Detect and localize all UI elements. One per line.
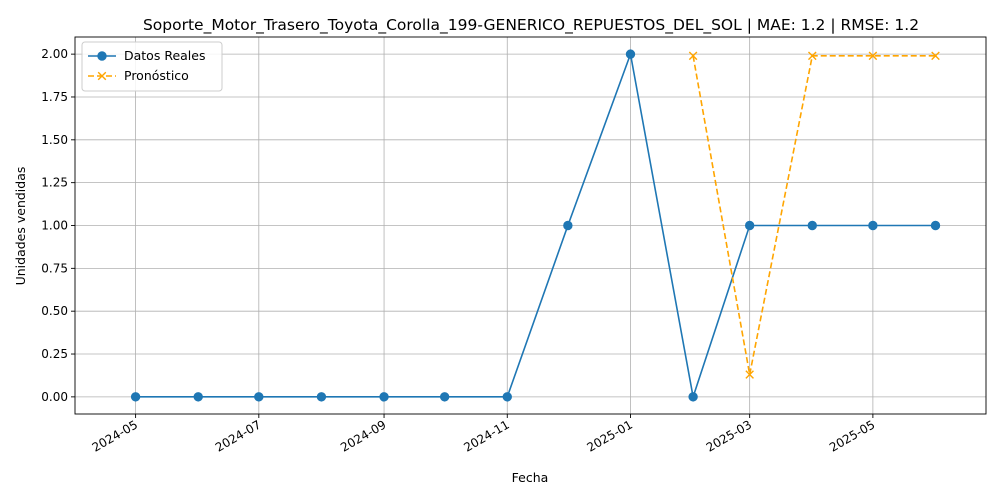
y-tick-label: 0.50 [41,304,68,318]
y-tick-label: 0.00 [41,390,68,404]
x-tick-label: 2024-09 [338,417,388,454]
legend-marker-forecast [97,71,107,81]
axis-layer: 2024-05 2024-07 2024-09 2024-11 2025-01 2025-… [41,47,877,455]
data-point-actual [930,220,941,231]
x-tick-label: 2025-03 [704,417,754,454]
y-tick-label: 1.50 [41,133,68,147]
data-point-actual [807,220,817,231]
x-tick-label: 2025-05 [827,417,877,454]
y-axis-label: Unidades vendidas [13,167,28,286]
data-point-forecast [745,370,754,379]
legend: Datos Reales Pronóstico [81,41,223,92]
data-point-actual [563,220,573,231]
data-point-actual [379,392,389,402]
x-marker-stroke [931,51,940,61]
legend-label-actual: Datos Reales [124,48,205,63]
x-axis-label: Fecha [512,470,549,485]
data-point-actual [868,220,878,231]
data-point-actual [439,392,450,402]
legend-marker-actual [97,51,107,61]
x-tick-label: 2024-05 [90,417,140,454]
series-line-forecast [692,55,936,375]
data-point-forecast [688,51,698,61]
x-marker-stroke [688,51,698,61]
data-point-actual [130,392,141,402]
grid-layer [75,37,986,414]
x-tick-label: 2024-07 [213,417,263,454]
chart-title: Soporte_Motor_Trasero_Toyota_Corolla_199… [143,16,919,35]
y-tick-label: 1.75 [41,90,68,104]
y-tick-label: 1.00 [41,219,68,233]
y-tick-label: 0.25 [41,347,68,361]
data-point-actual [316,392,327,402]
legend-box [81,41,223,92]
y-tick-label: 0.75 [41,261,68,275]
x-marker-stroke [745,370,754,379]
series-line-actual [135,51,936,398]
x-tick-label: 2024-11 [461,417,511,454]
data-point-actual [688,392,698,402]
series-layer [130,49,941,402]
x-marker-stroke [868,51,878,61]
data-point-actual [254,392,264,402]
data-point-forecast [807,51,817,61]
legend-label-forecast: Pronóstico [124,68,189,83]
data-point-actual [744,220,755,231]
data-point-actual [625,49,636,59]
x-marker-stroke [97,71,107,81]
data-point-actual [193,392,203,402]
x-marker-stroke [807,51,817,61]
data-point-forecast [931,51,940,61]
data-point-actual [502,392,512,402]
y-tick-label: 2.00 [41,47,68,61]
x-tick-label: 2025-01 [585,417,635,454]
y-tick-label: 1.25 [41,176,68,190]
data-point-forecast [868,51,878,61]
